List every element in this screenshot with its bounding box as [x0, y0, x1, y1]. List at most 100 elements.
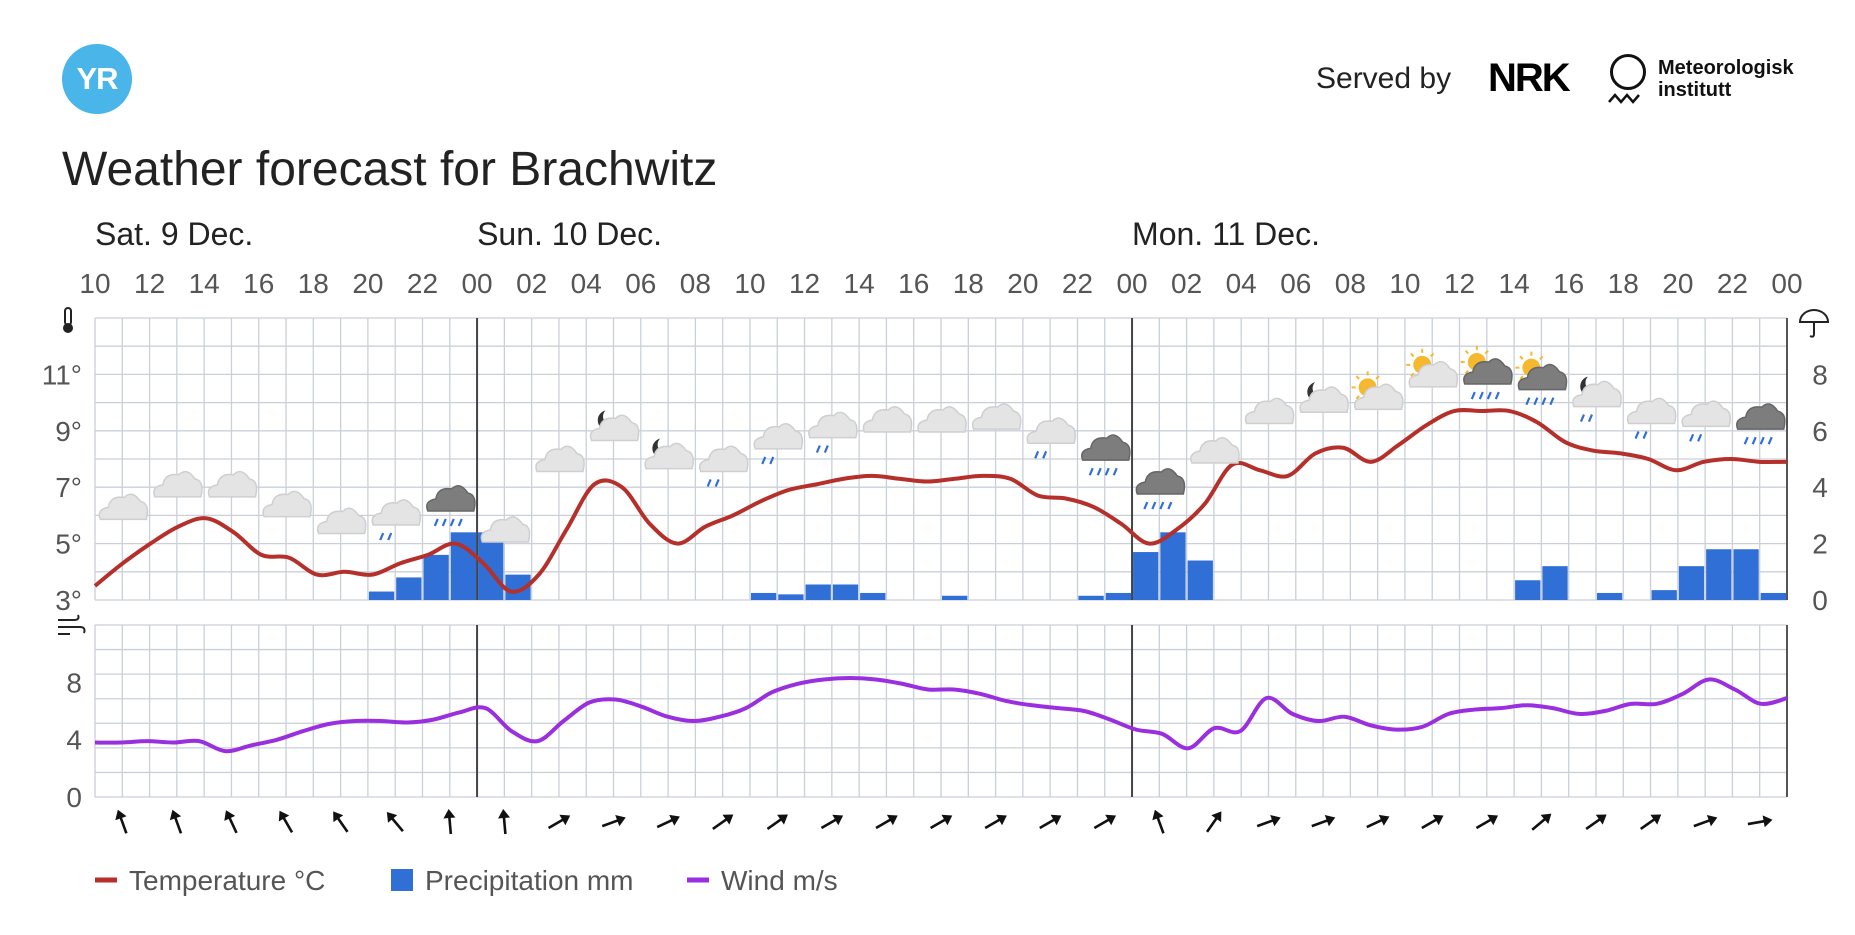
- cloud-shape: [1681, 400, 1732, 428]
- precipitation-bar: [1760, 592, 1786, 600]
- cloud-shape: [262, 490, 312, 518]
- page-title: Weather forecast for Brachwitz: [62, 143, 718, 196]
- wind-direction-arrow: [984, 814, 1007, 830]
- rain-drop: [1159, 501, 1165, 510]
- weather-heavy-rain-icon: [1135, 468, 1186, 510]
- weather-rain-icon: [808, 411, 858, 454]
- x-tick-label: 08: [1335, 268, 1366, 299]
- yr-logo-text: YR: [76, 61, 118, 96]
- x-tick-label: 14: [844, 268, 875, 299]
- cloud-shape: [1244, 397, 1295, 425]
- wind-y-tick: 0: [66, 782, 82, 813]
- weather-heavy-rain-icon: [1735, 403, 1786, 445]
- cloud-shape: [371, 499, 422, 526]
- precipitation-bar: [1515, 580, 1541, 600]
- wind-direction-arrow: [601, 814, 626, 828]
- wind-y-tick: 8: [66, 667, 82, 698]
- wind-direction-arrows: [115, 809, 1773, 835]
- weather-cloudy-icon: [862, 406, 913, 433]
- precipitation-bar: [1651, 590, 1677, 600]
- x-tick-label: 00: [1771, 268, 1802, 299]
- x-tick-label: 18: [953, 268, 984, 299]
- rain-drop: [1143, 501, 1149, 510]
- rain-drop: [1104, 467, 1110, 476]
- rain-drop: [1541, 397, 1547, 406]
- rain-drop: [488, 549, 494, 558]
- x-tick-label: 12: [134, 268, 165, 299]
- arrow-head: [278, 810, 290, 822]
- cloud-shape: [1463, 358, 1513, 385]
- precipitation-bar: [1160, 532, 1186, 600]
- weather-night-cloudy-icon: [1299, 382, 1349, 413]
- precipitation-y-tick: 0: [1812, 585, 1828, 616]
- rain-drop: [449, 518, 455, 527]
- cloud-shape: [1735, 403, 1786, 430]
- wind-icon-stroke: [58, 614, 80, 621]
- wind-direction-arrow: [820, 814, 844, 830]
- precipitation-y-tick: 6: [1812, 416, 1828, 447]
- rain-drop: [1689, 433, 1695, 442]
- wind-grid: [94, 624, 1788, 798]
- day-label: Sat. 9 Dec.: [95, 216, 253, 252]
- rain-drop: [1634, 431, 1640, 439]
- weather-rain-icon: [480, 516, 531, 558]
- yr-logo[interactable]: YR: [62, 44, 132, 114]
- arrow-head: [996, 814, 1007, 826]
- arrow-head: [386, 812, 398, 823]
- wind-direction-arrow: [1311, 814, 1336, 828]
- x-tick-label: 00: [461, 268, 492, 299]
- arrow-head: [1378, 814, 1390, 826]
- precipitation-bar: [832, 584, 859, 600]
- cloud-shape: [1135, 468, 1186, 495]
- arrow-head: [722, 814, 734, 825]
- temperature-y-tick: 3°: [55, 585, 82, 616]
- rain-drop: [1088, 467, 1094, 476]
- cloud-shape: [480, 516, 531, 543]
- met-logo[interactable]: Meteorologisk institutt: [1658, 57, 1794, 101]
- arrow-head: [169, 809, 182, 821]
- weather-cloudy-icon: [917, 406, 967, 433]
- x-tick-label: 14: [1499, 268, 1530, 299]
- rain-drop: [1743, 436, 1749, 445]
- x-tick-label: 08: [680, 268, 711, 299]
- cloud-shape: [698, 445, 749, 473]
- weather-rain-icon: [371, 499, 422, 541]
- weather-rain-icon: [1626, 397, 1677, 439]
- arrow-head: [443, 809, 456, 819]
- met-name-line2: institutt: [1658, 79, 1732, 101]
- wind-direction-arrow: [386, 812, 404, 833]
- cloud-shape: [1026, 417, 1077, 445]
- served-by-label: Served by: [1316, 62, 1452, 95]
- rain-drop: [1767, 436, 1773, 445]
- rain-drop: [1549, 397, 1555, 406]
- x-tick-label: 22: [1062, 268, 1093, 299]
- x-tick-label: 14: [189, 268, 220, 299]
- cloud-shape: [1572, 380, 1622, 408]
- wind-direction-arrow: [929, 814, 953, 830]
- rain-drop: [1587, 414, 1593, 423]
- sun-ray: [1519, 375, 1524, 380]
- sun-ray: [1410, 352, 1415, 358]
- legend-item: Temperature °C: [95, 865, 325, 896]
- thermometer-icon: [63, 307, 73, 333]
- nrk-logo[interactable]: NRK: [1488, 56, 1571, 100]
- rain-drop: [1096, 467, 1102, 476]
- arrow-head: [1487, 814, 1499, 826]
- sun-ray: [1375, 375, 1380, 380]
- precipitation-y-tick: 4: [1812, 472, 1828, 503]
- x-tick-label: 16: [898, 268, 929, 299]
- precipitation-bar: [1733, 549, 1759, 600]
- rain-drop: [823, 445, 829, 454]
- rain-drop: [1042, 450, 1048, 459]
- precipitation-bar: [1596, 592, 1623, 600]
- weather-rain-icon: [1026, 417, 1077, 459]
- wind-direction-arrow: [1475, 814, 1499, 830]
- precipitation-bar: [1706, 549, 1732, 600]
- precipitation-bar: [1542, 566, 1568, 600]
- weather-heavy-rain-icon: [426, 485, 476, 527]
- weather-cloudy-icon: [153, 470, 203, 498]
- wind-direction-arrow: [498, 809, 510, 835]
- weather-night-cloudy-icon: [644, 438, 694, 470]
- wind-direction-arrow: [1366, 814, 1390, 829]
- legend-bar-swatch: [391, 869, 413, 891]
